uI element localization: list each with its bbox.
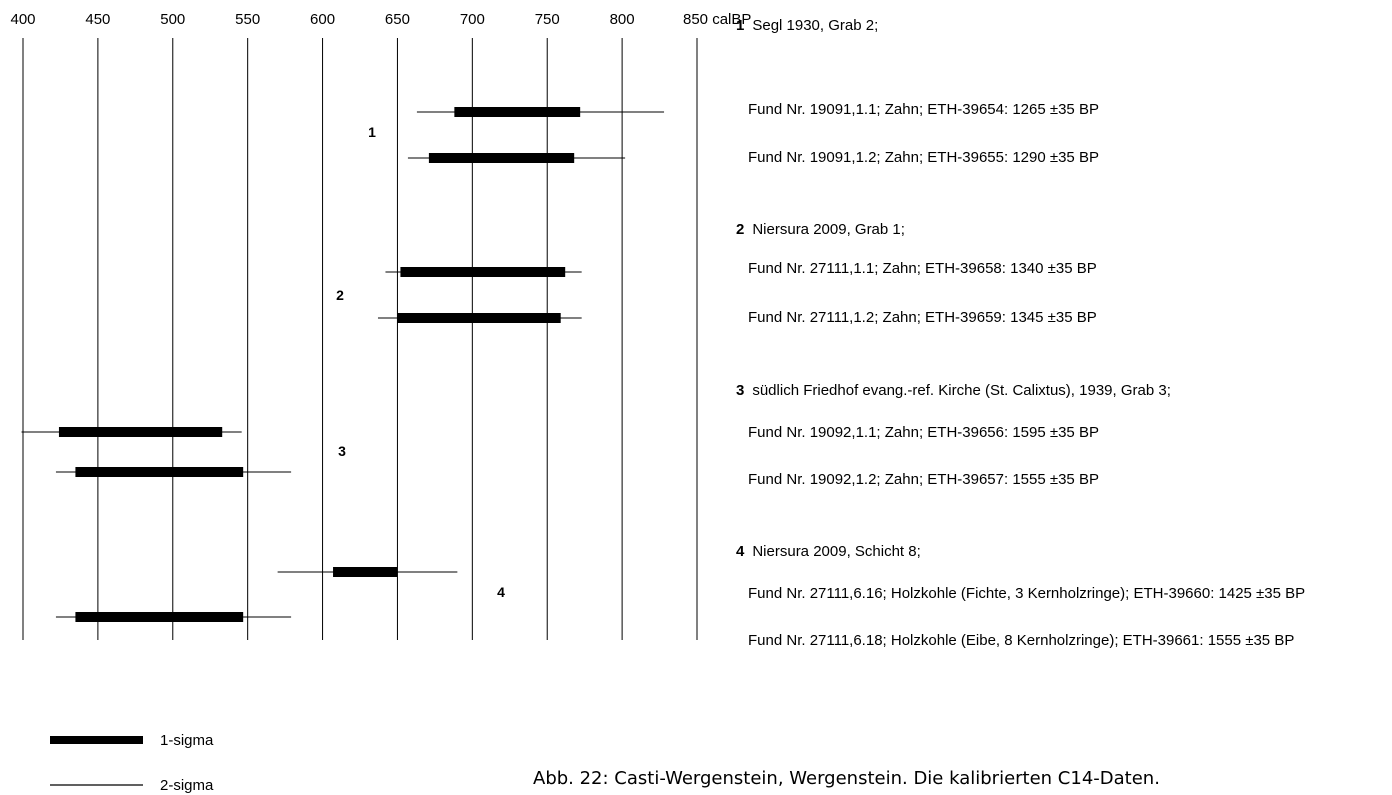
group-2-heading: 2 Niersura 2009, Grab 1; — [736, 221, 905, 239]
group-label-4: 4 — [497, 584, 505, 600]
range-1sigma-g2-s2 — [397, 313, 561, 323]
tick-label-750: 750 — [535, 11, 560, 28]
range-1sigma-g3-s2 — [75, 467, 244, 477]
tick-label-700: 700 — [460, 11, 485, 28]
axis-tick-labels: 400 450 500 550 600 650 700 750 800 850 calBP — [10, 11, 751, 28]
group-label-2: 2 — [336, 287, 344, 303]
group-number: 4 — [736, 543, 745, 560]
group-1-heading: 1 Segl 1930, Grab 2; — [736, 17, 878, 35]
tick-label-800: 800 — [610, 11, 635, 28]
calibration-ranges — [21, 107, 665, 622]
sample-entry: Fund Nr. 27111,6.18; Holzkohle (Eibe, 8 … — [748, 632, 1295, 649]
tick-label-450: 450 — [85, 11, 110, 28]
group-label-3: 3 — [338, 443, 346, 459]
legend-1-sigma-label: 1-sigma — [160, 732, 214, 749]
sample-entry: Fund Nr. 27111,1.1; Zahn; ETH-39658: 134… — [748, 260, 1097, 277]
group-site: Niersura 2009, Grab 1; — [752, 221, 905, 238]
tick-label-850: 850 calBP — [683, 11, 751, 28]
range-1sigma-g1-s2 — [428, 153, 575, 163]
tick-label-600: 600 — [310, 11, 335, 28]
tick-label-650: 650 — [385, 11, 410, 28]
sample-entry: Fund Nr. 19091,1.2; Zahn; ETH-39655: 129… — [748, 149, 1099, 166]
figure-caption: Abb. 22: Casti-Wergenstein, Wergenstein.… — [533, 768, 1160, 789]
group-site: Segl 1930, Grab 2; — [752, 17, 879, 34]
legend: 1-sigma 2-sigma — [50, 732, 214, 794]
tick-label-500: 500 — [160, 11, 185, 28]
range-1sigma-g2-s1 — [400, 267, 566, 277]
grid-lines — [22, 38, 698, 640]
group-4-heading: 4 Niersura 2009, Schicht 8; — [736, 543, 921, 561]
sample-entry: Fund Nr. 27111,6.16; Holzkohle (Fichte, … — [748, 585, 1306, 602]
tick-label-400: 400 — [10, 11, 35, 28]
sample-entry: Fund Nr. 27111,1.2; Zahn; ETH-39659: 134… — [748, 309, 1097, 326]
group-site: Niersura 2009, Schicht 8; — [752, 543, 921, 560]
group-number: 3 — [736, 382, 745, 399]
range-1sigma-g4-s2 — [75, 612, 244, 622]
group-number-labels: 1 2 3 4 — [336, 124, 505, 600]
range-1sigma-g4-s1 — [333, 567, 398, 577]
sample-entry: Fund Nr. 19091,1.1; Zahn; ETH-39654: 126… — [748, 101, 1099, 118]
group-number: 1 — [736, 17, 745, 34]
group-site: südlich Friedhof evang.-ref. Kirche (St.… — [752, 382, 1171, 399]
range-1sigma-g3-s1 — [58, 427, 223, 437]
legend-2-sigma-label: 2-sigma — [160, 777, 214, 794]
sample-entry: Fund Nr. 19092,1.1; Zahn; ETH-39656: 159… — [748, 424, 1099, 441]
sample-entry: Fund Nr. 19092,1.2; Zahn; ETH-39657: 155… — [748, 471, 1099, 488]
group-3-heading: 3 südlich Friedhof evang.-ref. Kirche (St… — [736, 382, 1171, 400]
tick-label-550: 550 — [235, 11, 260, 28]
group-label-1: 1 — [368, 124, 376, 140]
range-1sigma-g1-s1 — [454, 107, 581, 117]
group-number: 2 — [736, 221, 745, 238]
